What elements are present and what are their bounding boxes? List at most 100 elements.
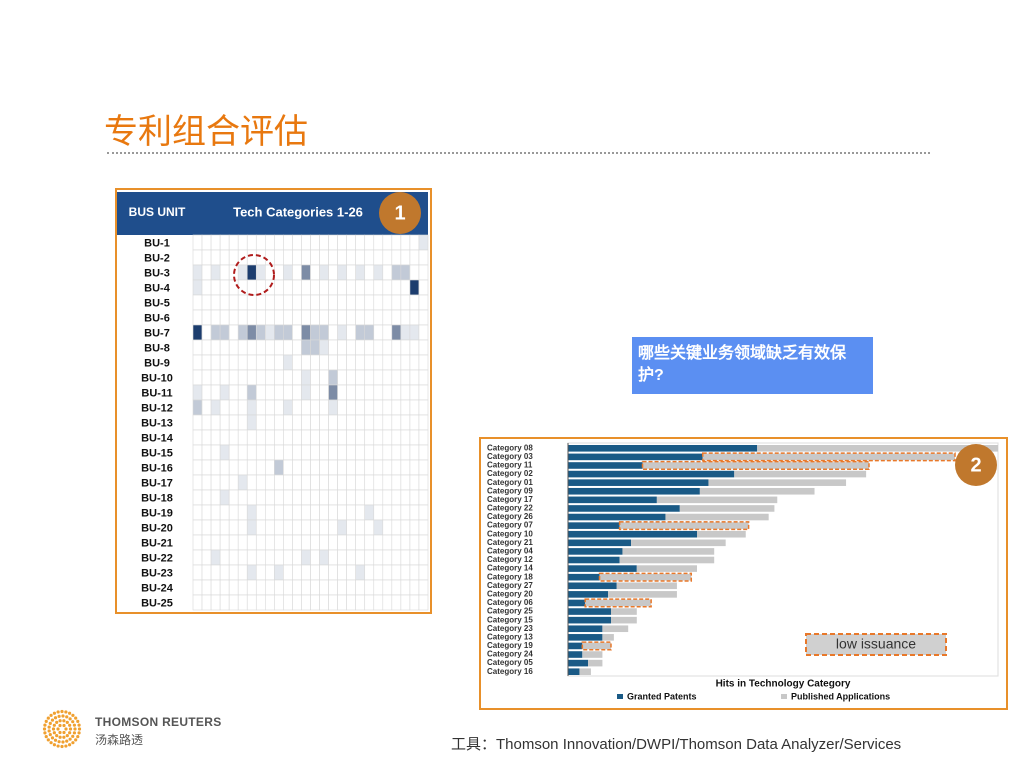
heatmap-cell bbox=[328, 474, 338, 491]
heatmap-cell bbox=[192, 249, 203, 266]
heatmap-cell bbox=[391, 369, 402, 386]
heatmap-cell bbox=[219, 279, 230, 296]
heatmap-cell bbox=[310, 294, 320, 311]
heatmap-cell bbox=[337, 564, 347, 581]
heatmap-cell bbox=[337, 279, 347, 296]
bar-segment bbox=[608, 591, 677, 598]
heatmap-cell bbox=[192, 429, 203, 446]
heatmap-cell bbox=[292, 279, 302, 296]
heatmap-cell bbox=[246, 429, 257, 446]
heatmap-cell bbox=[346, 339, 356, 356]
category-label: Category 21 bbox=[487, 538, 533, 547]
heatmap-cell bbox=[301, 369, 311, 386]
logo-dot bbox=[61, 714, 65, 718]
heatmap-cell bbox=[328, 279, 338, 296]
heatmap-cell bbox=[382, 564, 393, 581]
heatmap-cell bbox=[210, 294, 221, 311]
heatmap-cell bbox=[355, 399, 366, 416]
heatmap-cell bbox=[319, 489, 329, 506]
heatmap-cell bbox=[228, 384, 239, 401]
heatmap-cell bbox=[201, 309, 212, 326]
heatmap-cell bbox=[201, 369, 212, 386]
heatmap-cell bbox=[292, 354, 302, 371]
heatmap-cell bbox=[418, 564, 429, 581]
heatmap-cell bbox=[292, 264, 302, 281]
bar-segment bbox=[636, 565, 697, 572]
heatmap-cell bbox=[418, 234, 429, 251]
bar-segment bbox=[656, 496, 778, 504]
heatmap-cell bbox=[382, 414, 393, 431]
bar-segment bbox=[568, 530, 697, 538]
logo-dot bbox=[44, 734, 48, 739]
heatmap-cell bbox=[373, 489, 384, 506]
heatmap-cell bbox=[201, 519, 212, 536]
heatmap-cell bbox=[192, 414, 203, 431]
heatmap-cell bbox=[283, 519, 293, 536]
heatmap-cell bbox=[210, 429, 221, 446]
heatmap-cell bbox=[265, 339, 275, 356]
heatmap-cell bbox=[210, 444, 221, 461]
logo-dot bbox=[52, 731, 56, 735]
heatmap-cell bbox=[201, 294, 212, 311]
heatmap-cell bbox=[409, 399, 420, 416]
heatmap-cell bbox=[228, 489, 239, 506]
heatmap-cell bbox=[237, 264, 248, 281]
heatmap-cell bbox=[418, 549, 429, 566]
heatmap-cell bbox=[337, 549, 347, 566]
heatmap-cell bbox=[409, 429, 420, 446]
heatmap-cell bbox=[310, 234, 320, 251]
heatmap-cell bbox=[228, 594, 239, 611]
heatmap-cell bbox=[219, 399, 230, 416]
logo-dot bbox=[53, 738, 58, 742]
heatmap-cell bbox=[373, 459, 384, 476]
logo-dot bbox=[43, 731, 47, 735]
heatmap-cell bbox=[283, 279, 293, 296]
heatmap-cell bbox=[373, 549, 384, 566]
heatmap-cell bbox=[355, 264, 366, 281]
heatmap-cell bbox=[355, 519, 366, 536]
heatmap-cell bbox=[274, 519, 284, 536]
row-label: BU-18 bbox=[141, 492, 173, 504]
heatmap-cell bbox=[192, 354, 203, 371]
heatmap-cell bbox=[265, 309, 275, 326]
heatmap-cell bbox=[255, 294, 266, 311]
bar-segment bbox=[702, 453, 955, 461]
heatmap-cell bbox=[418, 279, 429, 296]
annotation: low issuance bbox=[836, 636, 916, 652]
heatmap-cell bbox=[255, 369, 266, 386]
logo-dot bbox=[68, 727, 73, 731]
category-label: Category 06 bbox=[487, 598, 533, 607]
heatmap-cell bbox=[255, 279, 266, 296]
heatmap-cell bbox=[355, 369, 366, 386]
logo-dot bbox=[51, 727, 56, 731]
heatmap-cell bbox=[274, 279, 284, 296]
heatmap-cell bbox=[310, 579, 320, 596]
heatmap-cell bbox=[373, 249, 384, 266]
heatmap-cell bbox=[319, 579, 329, 596]
row-label: BU-11 bbox=[141, 387, 172, 399]
heatmap-cell bbox=[237, 429, 248, 446]
logo-dot bbox=[60, 709, 64, 714]
heatmap-cell bbox=[301, 444, 311, 461]
heatmap-cell bbox=[391, 339, 402, 356]
heatmap-cell bbox=[292, 234, 302, 251]
heatmap-cell bbox=[201, 504, 212, 521]
heatmap-cell bbox=[400, 579, 411, 596]
heatmap-cell bbox=[346, 294, 356, 311]
heatmap-cell bbox=[355, 564, 366, 581]
heatmap-cell bbox=[274, 264, 284, 281]
heatmap-cell bbox=[364, 234, 375, 251]
heatmap-cell bbox=[292, 459, 302, 476]
row-label: BU-2 bbox=[144, 252, 170, 264]
heatmap-cell bbox=[418, 309, 429, 326]
heatmap-cell bbox=[382, 234, 393, 251]
heatmap-cell bbox=[382, 369, 393, 386]
bar-segment bbox=[708, 479, 847, 486]
heatmap-cell bbox=[346, 594, 356, 611]
heatmap-cell bbox=[192, 339, 203, 356]
heatmap-cell bbox=[210, 309, 221, 326]
category-label: Category 12 bbox=[487, 555, 533, 564]
heatmap-cell bbox=[219, 384, 230, 401]
heatmap-cell bbox=[355, 429, 366, 446]
heatmap-cell bbox=[328, 369, 338, 386]
